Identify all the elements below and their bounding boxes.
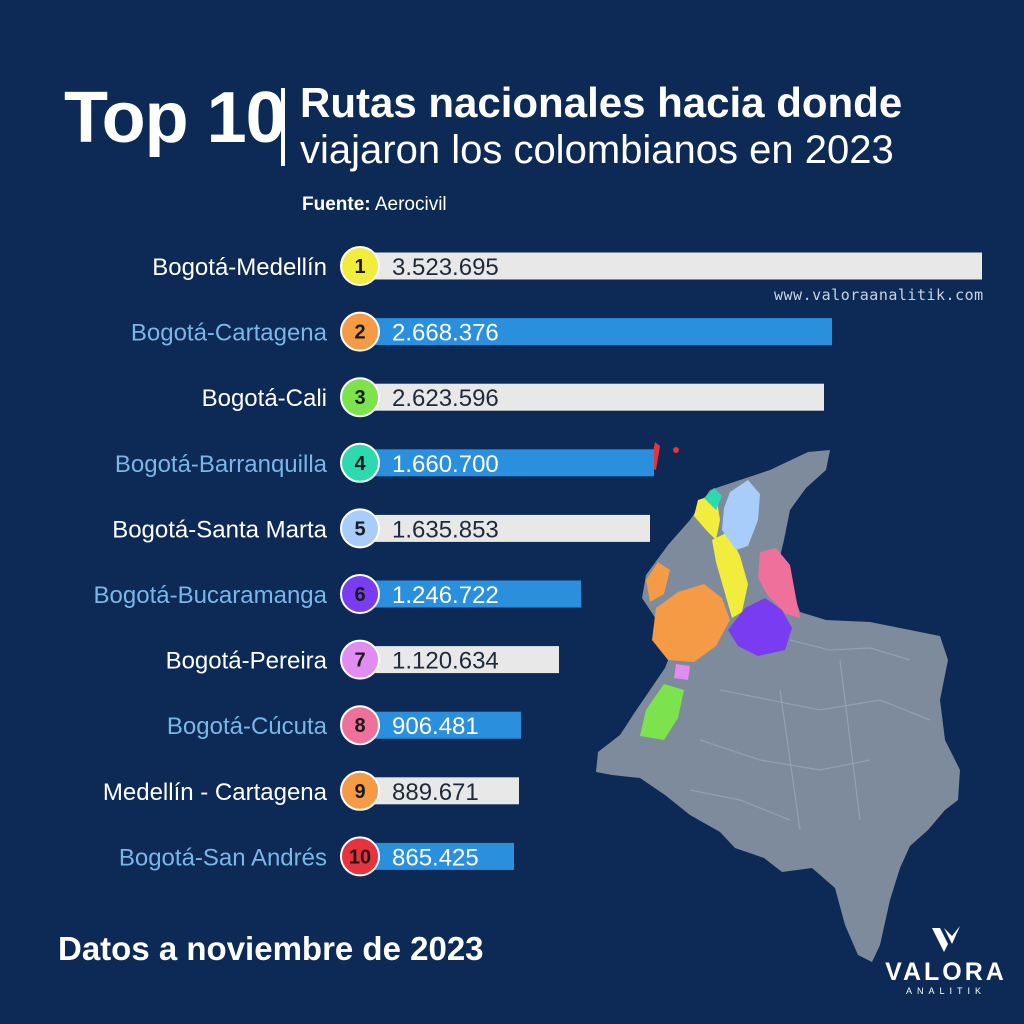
category-label-7: Bogotá-Pereira bbox=[166, 648, 328, 675]
bar-6 bbox=[362, 580, 581, 608]
bars-layer: Bogotá-Medellín 1 3.523.695 Bogotá-Cartagen… bbox=[94, 246, 982, 877]
providencia-marker bbox=[673, 447, 679, 453]
bar-4 bbox=[362, 449, 654, 477]
rank-number-8: 8 bbox=[354, 715, 365, 737]
rank-number-7: 7 bbox=[354, 650, 365, 672]
category-label-9: Medellín - Cartagena bbox=[103, 779, 328, 806]
source-label: Fuente: bbox=[302, 194, 371, 215]
bar-8 bbox=[362, 711, 521, 739]
bar-row-4: Bogotá-Barranquilla 4 1.660.700 bbox=[115, 442, 654, 483]
rank-number-3: 3 bbox=[354, 387, 365, 409]
value-label-8: 906.481 bbox=[392, 713, 479, 740]
colombia-map bbox=[596, 442, 960, 962]
rank-badge-4 bbox=[340, 442, 380, 483]
value-label-7: 1.120.634 bbox=[392, 648, 499, 675]
rank-badge-1 bbox=[340, 246, 380, 286]
bar-7 bbox=[362, 646, 559, 674]
watermark-url: www.valoraanalitik.com bbox=[774, 286, 984, 304]
category-label-6: Bogotá-Bucaramanga bbox=[94, 582, 328, 609]
rank-number-2: 2 bbox=[354, 322, 365, 344]
region-norte-santander bbox=[758, 548, 800, 618]
map-borders bbox=[689, 639, 931, 831]
source-note: Fuente: Aerocivil bbox=[302, 194, 447, 216]
top-label: Top 10 bbox=[64, 78, 286, 158]
region-risaralda bbox=[674, 664, 690, 680]
region-santander bbox=[728, 598, 792, 656]
value-label-5: 1.635.853 bbox=[392, 516, 499, 543]
rank-number-10: 10 bbox=[349, 846, 371, 868]
value-label-10: 865.425 bbox=[392, 844, 479, 871]
map-base bbox=[596, 450, 960, 962]
bar-row-3: Bogotá-Cali 3 2.623.596 bbox=[202, 377, 824, 418]
rank-number-9: 9 bbox=[354, 781, 365, 803]
rank-badge-8 bbox=[340, 705, 380, 746]
rank-badge-2 bbox=[340, 311, 380, 352]
bar-row-10: Bogotá-San Andrés 10 865.425 bbox=[119, 836, 514, 877]
title-line-2: viajaron los colombianos en 2023 bbox=[300, 128, 894, 172]
bar-row-9: Medellín - Cartagena 9 889.671 bbox=[103, 770, 519, 811]
region-cordoba bbox=[646, 562, 670, 602]
region-cesar bbox=[712, 532, 748, 618]
value-label-2: 2.668.376 bbox=[392, 320, 499, 347]
value-label-9: 889.671 bbox=[392, 779, 479, 806]
bar-3 bbox=[362, 383, 824, 411]
region-valle bbox=[640, 684, 684, 740]
category-label-8: Bogotá-Cúcuta bbox=[167, 713, 328, 740]
category-label-10: Bogotá-San Andrés bbox=[119, 844, 327, 871]
bar-5 bbox=[362, 514, 650, 542]
bar-row-5: Bogotá-Santa Marta 5 1.635.853 bbox=[112, 508, 650, 549]
valora-logo-icon bbox=[932, 926, 960, 952]
bar-2 bbox=[362, 318, 832, 346]
category-label-1: Bogotá-Medellín bbox=[152, 254, 327, 281]
logo-word: VALORA bbox=[885, 958, 1007, 986]
region-guajira bbox=[704, 488, 722, 510]
bar-row-2: Bogotá-Cartagena 2 2.668.376 bbox=[131, 311, 832, 352]
bar-row-8: Bogotá-Cúcuta 8 906.481 bbox=[167, 705, 521, 746]
rank-badge-5 bbox=[340, 508, 380, 549]
rank-badge-6 bbox=[340, 574, 380, 614]
rank-badge-3 bbox=[340, 377, 380, 418]
bar-10 bbox=[362, 842, 514, 870]
category-label-2: Bogotá-Cartagena bbox=[131, 320, 328, 347]
rank-badge-7 bbox=[340, 639, 380, 680]
bar-row-1: Bogotá-Medellín 1 3.523.695 bbox=[152, 246, 982, 286]
rank-number-5: 5 bbox=[354, 518, 365, 540]
valora-logo: VALORA ANALITIK bbox=[884, 922, 1008, 1002]
source-value: Aerocivil bbox=[374, 194, 447, 215]
value-label-6: 1.246.722 bbox=[392, 582, 499, 609]
bar-9 bbox=[362, 777, 519, 805]
rank-badge-9 bbox=[340, 770, 380, 811]
rank-number-4: 4 bbox=[354, 453, 366, 475]
rank-badge-10 bbox=[340, 836, 380, 877]
category-label-3: Bogotá-Cali bbox=[202, 385, 327, 412]
value-label-4: 1.660.700 bbox=[392, 451, 499, 478]
rank-number-6: 6 bbox=[354, 584, 365, 606]
category-label-5: Bogotá-Santa Marta bbox=[112, 516, 327, 543]
region-antioquia bbox=[652, 584, 730, 662]
title-line-1: Rutas nacionales hacia donde bbox=[300, 79, 903, 126]
category-label-4: Bogotá-Barranquilla bbox=[115, 451, 328, 478]
logo-subword: ANALITIK bbox=[905, 986, 986, 996]
value-label-1: 3.523.695 bbox=[392, 254, 499, 281]
bar-row-6: Bogotá-Bucaramanga 6 1.246.722 bbox=[94, 574, 581, 614]
bar-1 bbox=[362, 252, 982, 280]
footer-note: Datos a noviembre de 2023 bbox=[58, 930, 484, 967]
title-divider bbox=[281, 88, 285, 166]
value-label-3: 2.623.596 bbox=[392, 385, 499, 412]
rank-number-1: 1 bbox=[354, 256, 365, 278]
region-bolivar-atlantico bbox=[722, 480, 760, 550]
bar-row-7: Bogotá-Pereira 7 1.120.634 bbox=[166, 639, 559, 680]
